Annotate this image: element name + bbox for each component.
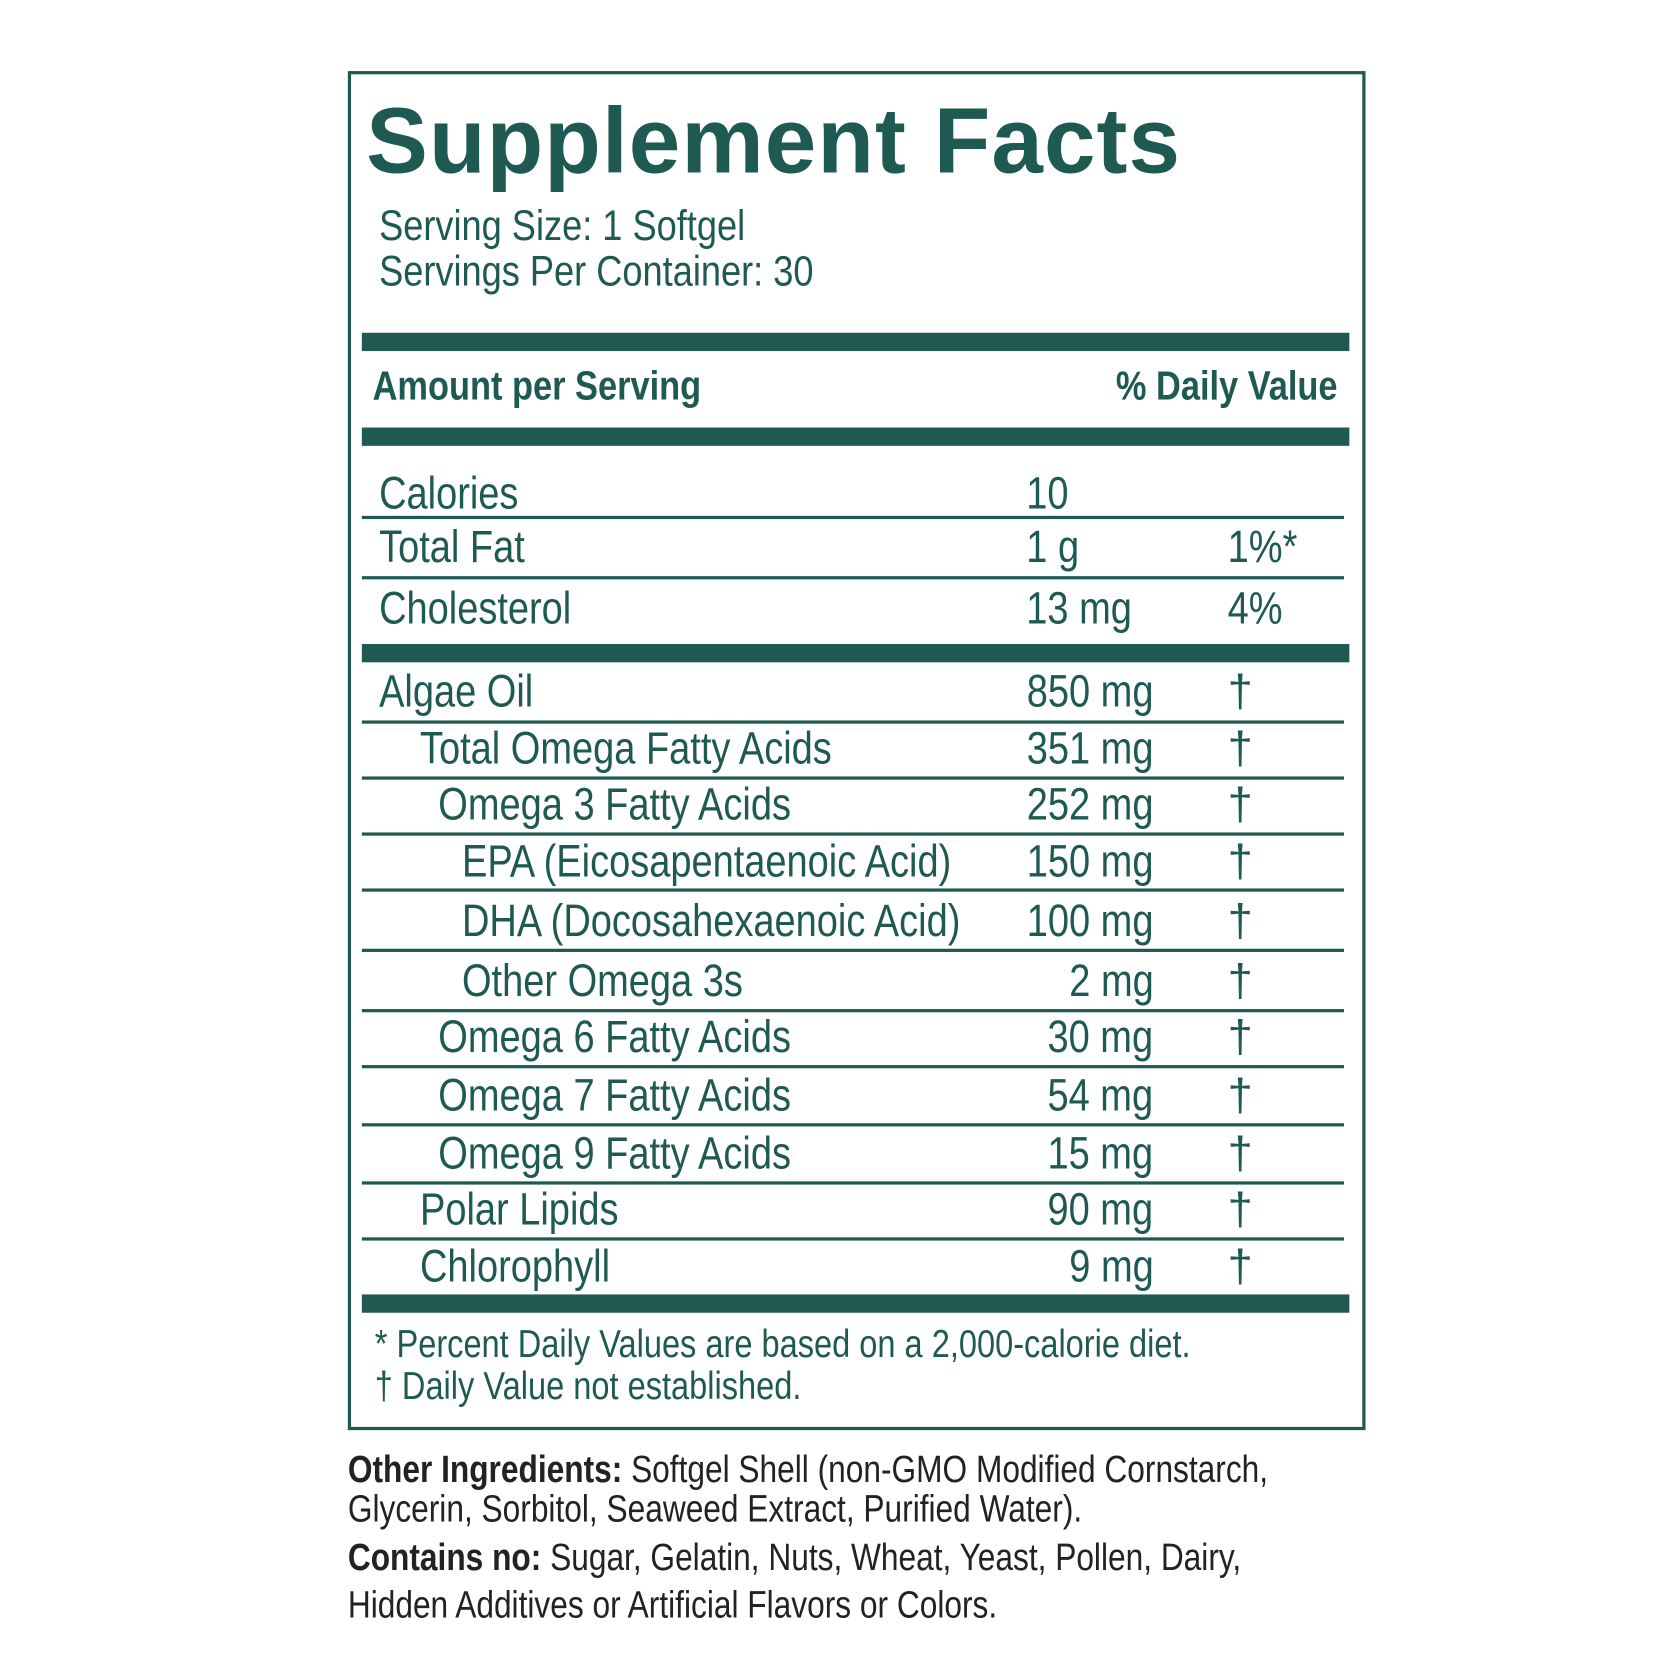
ingredient-amount: 54 mg <box>1047 1069 1154 1120</box>
nutrient-row: Cholesterol 13 mg 4% <box>0 582 1680 636</box>
nutrient-row: Total Fat 1 g 1%* <box>0 520 1680 574</box>
ingredient-amount: 100 mg <box>1026 894 1154 946</box>
row-divider <box>361 948 1344 952</box>
ingredient-row: Polar Lipids 90 mg † <box>0 1182 1680 1236</box>
dagger-daily-value: † <box>1227 835 1253 887</box>
row-divider <box>361 1009 1344 1013</box>
nutrient-name: Total Fat <box>379 521 525 572</box>
dagger-daily-value: † <box>1227 778 1253 830</box>
ingredient-row: Chlorophyll 9 mg † <box>0 1240 1680 1294</box>
footnote-dagger: † Daily Value not established. <box>374 1363 802 1408</box>
dagger-daily-value: † <box>1227 894 1253 946</box>
ingredient-name: Algae Oil <box>379 665 534 717</box>
ingredient-name: Omega 7 Fatty Acids <box>438 1069 791 1120</box>
supplement-facts-panel <box>347 71 1366 1431</box>
ingredient-name: Omega 9 Fatty Acids <box>438 1127 791 1179</box>
nutrient-amount: 13 mg <box>1026 582 1132 634</box>
contains-no-line2: Hidden Additives or Artificial Flavors o… <box>347 1584 998 1627</box>
row-divider <box>361 720 1344 724</box>
ingredient-name: Omega 6 Fatty Acids <box>438 1011 791 1062</box>
nutrient-daily-value: 1%* <box>1227 521 1298 572</box>
dagger-daily-value: † <box>1227 1011 1253 1062</box>
dagger-daily-value: † <box>1227 665 1253 717</box>
ingredient-name: EPA (Eicosapentaenoic Acid) <box>461 835 952 887</box>
row-divider <box>361 1065 1344 1069</box>
ingredient-row: Omega 3 Fatty Acids 252 mg † <box>0 778 1680 832</box>
row-divider <box>361 832 1344 836</box>
other-ingredients-label: Other Ingredients: <box>347 1448 623 1491</box>
nutrient-name: Calories <box>379 467 519 518</box>
ingredient-amount: 9 mg <box>1068 1240 1154 1292</box>
ingredient-amount: 150 mg <box>1026 835 1154 887</box>
divider-bar <box>361 643 1350 663</box>
other-ingredients-line1: Other Ingredients: Softgel Shell (non-GM… <box>348 1448 1268 1491</box>
dagger-daily-value: † <box>1227 1069 1253 1120</box>
panel-title: Supplement Facts <box>366 89 1182 193</box>
ingredient-row: DHA (Docosahexaenoic Acid) 100 mg † <box>0 894 1680 948</box>
other-ingredients-text: Softgel Shell (non-GMO Modified Cornstar… <box>622 1448 1269 1491</box>
servings-per-container: Servings Per Container: 30 <box>379 247 814 296</box>
footnote-percent: * Percent Daily Values are based on a 2,… <box>374 1321 1191 1366</box>
divider-bar <box>361 427 1350 446</box>
ingredient-amount: 30 mg <box>1047 1011 1154 1062</box>
divider-bar <box>361 332 1350 352</box>
row-divider <box>361 1181 1344 1185</box>
ingredient-amount: 351 mg <box>1026 722 1154 774</box>
row-divider <box>361 576 1344 580</box>
ingredient-amount: 15 mg <box>1047 1127 1154 1179</box>
divider-bar <box>361 1294 1350 1313</box>
row-divider <box>361 1237 1344 1241</box>
ingredient-amount: 90 mg <box>1047 1183 1154 1235</box>
ingredient-row: Total Omega Fatty Acids 351 mg † <box>0 722 1680 776</box>
row-divider <box>361 1123 1344 1127</box>
nutrient-amount: 10 <box>1026 467 1069 518</box>
contains-no-text: Sugar, Gelatin, Nuts, Wheat, Yeast, Poll… <box>541 1536 1242 1579</box>
ingredient-row: EPA (Eicosapentaenoic Acid) 150 mg † <box>0 835 1680 889</box>
dagger-daily-value: † <box>1227 1183 1253 1235</box>
ingredient-amount: 850 mg <box>1026 665 1154 717</box>
row-divider <box>361 888 1344 892</box>
nutrient-daily-value: 4% <box>1227 582 1283 634</box>
other-ingredients-line2: Glycerin, Sorbitol, Seaweed Extract, Pur… <box>347 1488 1083 1531</box>
contains-no-line1: Contains no: Sugar, Gelatin, Nuts, Wheat… <box>348 1537 1241 1580</box>
ingredient-amount: 252 mg <box>1026 778 1154 830</box>
ingredient-name: Total Omega Fatty Acids <box>419 722 832 774</box>
dagger-daily-value: † <box>1227 955 1253 1006</box>
ingredient-name: DHA (Docosahexaenoic Acid) <box>461 894 961 946</box>
dagger-daily-value: † <box>1227 1127 1253 1179</box>
ingredient-row: Omega 7 Fatty Acids 54 mg † <box>0 1068 1680 1122</box>
daily-value-header: % Daily Value <box>1115 363 1338 410</box>
ingredient-row: Algae Oil 850 mg † <box>0 664 1680 718</box>
ingredient-name: Chlorophyll <box>419 1240 611 1292</box>
ingredient-name: Polar Lipids <box>419 1183 619 1235</box>
nutrient-name: Cholesterol <box>379 582 572 634</box>
row-divider <box>361 776 1344 780</box>
dagger-daily-value: † <box>1227 722 1253 774</box>
ingredient-name: Other Omega 3s <box>461 955 743 1006</box>
serving-size: Serving Size: 1 Softgel <box>379 202 746 250</box>
row-divider <box>361 515 1344 520</box>
ingredient-row: Omega 6 Fatty Acids 30 mg † <box>0 1010 1680 1064</box>
ingredient-row: Omega 9 Fatty Acids 15 mg † <box>0 1126 1680 1180</box>
ingredient-row: Other Omega 3s 2 mg † <box>0 954 1680 1008</box>
dagger-daily-value: † <box>1227 1240 1253 1292</box>
ingredient-name: Omega 3 Fatty Acids <box>438 778 791 830</box>
nutrient-amount: 1 g <box>1026 521 1080 572</box>
ingredient-amount: 2 mg <box>1068 955 1154 1006</box>
contains-no-label: Contains no: <box>347 1536 542 1579</box>
nutrient-row: Calories 10 <box>0 466 1680 520</box>
amount-header: Amount per Serving <box>372 363 702 410</box>
